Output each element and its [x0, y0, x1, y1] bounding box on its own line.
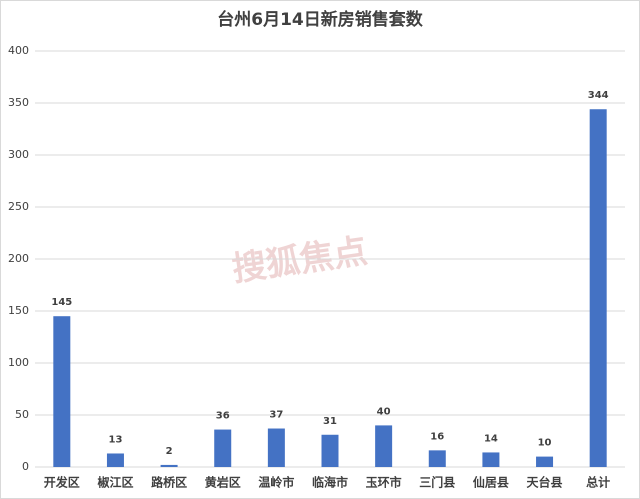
- value-label: 145: [51, 297, 72, 308]
- bar: [428, 450, 446, 467]
- bar: [321, 434, 339, 467]
- x-tick-label: 三门县: [419, 475, 455, 490]
- bar: [375, 425, 393, 467]
- bar: [589, 109, 607, 468]
- y-tick-label: 150: [8, 304, 29, 317]
- x-tick-label: 开发区: [44, 475, 80, 490]
- y-tick-label: 0: [22, 460, 29, 473]
- x-tick-label: 仙居县: [473, 475, 509, 490]
- value-label: 37: [269, 410, 283, 421]
- x-tick-label: 路桥区: [151, 475, 187, 490]
- value-label: 14: [484, 433, 498, 444]
- value-label: 13: [108, 434, 122, 445]
- bar: [214, 429, 232, 467]
- bar: [482, 452, 500, 467]
- y-tick-label: 100: [8, 356, 29, 369]
- x-tick-label: 总计: [586, 475, 610, 490]
- value-label: 31: [323, 416, 337, 427]
- y-tick-label: 50: [15, 408, 29, 421]
- x-tick-label: 椒江区: [97, 475, 133, 490]
- chart-title: 台州6月14日新房销售套数: [217, 9, 423, 30]
- bar: [536, 456, 554, 467]
- y-tick-label: 400: [8, 44, 29, 57]
- x-tick-label: 天台县: [527, 475, 563, 490]
- y-tick-label: 300: [8, 148, 29, 161]
- x-tick-label: 玉环市: [366, 475, 402, 490]
- x-tick-label: 黄岩区: [205, 475, 241, 490]
- y-tick-label: 200: [8, 252, 29, 265]
- y-tick-label: 250: [8, 200, 29, 213]
- value-label: 16: [430, 431, 444, 442]
- value-label: 36: [216, 411, 230, 422]
- value-label: 10: [538, 438, 552, 449]
- x-tick-label: 临海市: [312, 475, 348, 490]
- bar: [53, 316, 71, 467]
- bar: [267, 428, 285, 467]
- x-tick-label: 温岭市: [258, 475, 294, 490]
- bar: [106, 453, 124, 467]
- value-label: 344: [588, 90, 609, 101]
- y-tick-label: 350: [8, 96, 29, 109]
- value-label: 2: [166, 446, 173, 457]
- bar: [160, 464, 178, 467]
- value-label: 40: [377, 406, 391, 417]
